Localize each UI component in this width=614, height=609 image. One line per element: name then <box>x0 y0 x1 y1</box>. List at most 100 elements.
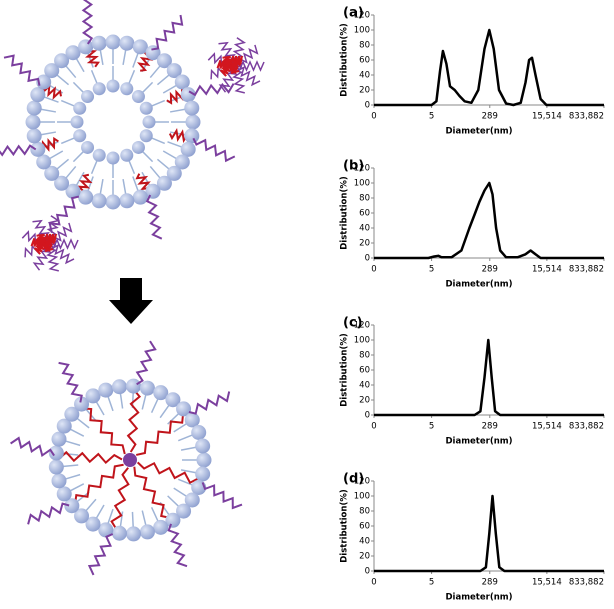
lipid-head <box>184 412 200 428</box>
x-axis-label: Diameter(nm) <box>445 280 512 290</box>
lipid-head <box>98 382 114 398</box>
lipid-tail <box>151 99 166 107</box>
lipid-head <box>191 424 207 440</box>
y-tick-label: 60 <box>359 366 370 376</box>
lipid-tail <box>132 52 140 68</box>
chain <box>151 14 184 51</box>
lipid-tail <box>149 64 162 79</box>
lipid-head <box>180 87 196 103</box>
lipid-head <box>92 148 106 162</box>
chain <box>136 461 201 485</box>
chain <box>229 55 243 68</box>
lipid-tail <box>95 504 105 520</box>
y-tick-label: 20 <box>359 396 370 406</box>
x-tick-label: 0 <box>371 265 376 275</box>
x-tick-label: 15,514 <box>532 578 562 588</box>
lipid-head <box>119 193 135 209</box>
y-tick-label: 20 <box>359 86 370 96</box>
lipid-tail <box>86 176 94 192</box>
lipid-tail <box>162 84 178 94</box>
y-tick-label: 100 <box>354 492 370 502</box>
lipid-head <box>78 189 94 205</box>
lipid-tail <box>107 395 114 412</box>
chain <box>228 58 242 75</box>
lipid-head <box>131 140 145 154</box>
chain <box>87 533 114 576</box>
lipid-tail <box>119 511 124 528</box>
chain <box>58 361 83 403</box>
lipid-tail <box>84 498 97 512</box>
chain <box>42 236 56 253</box>
lipid-head <box>30 141 46 157</box>
chain <box>235 65 261 87</box>
lipid-head <box>51 473 67 489</box>
chain <box>188 391 231 415</box>
lipid-tail <box>167 412 180 425</box>
lipid-head <box>196 452 212 468</box>
y-tick-label: 80 <box>359 194 370 204</box>
panel-label: (d) <box>343 472 364 487</box>
lipid-head <box>73 101 87 115</box>
lipid-tail <box>99 178 104 196</box>
y-tick-label: 80 <box>359 41 370 51</box>
lipid-tail <box>48 150 64 160</box>
chain <box>73 463 124 507</box>
y-tick-label: 120 <box>354 477 370 487</box>
lipid-tail <box>76 417 90 429</box>
panel-label: (c) <box>343 316 363 331</box>
lipid-head <box>184 128 200 144</box>
chain <box>48 195 80 234</box>
lipid-tail <box>119 392 124 409</box>
x-tick-label: 5 <box>429 578 434 588</box>
lipid-tail <box>75 57 85 73</box>
lipid-tail <box>177 478 194 486</box>
chain <box>135 411 185 456</box>
lipid-tail <box>43 95 59 103</box>
lipid-head <box>64 498 80 514</box>
lipid-tail <box>167 495 180 508</box>
lipid-tail <box>150 397 159 414</box>
lipid-head <box>105 194 121 210</box>
lipid-head <box>119 35 135 51</box>
lipid-tail <box>122 178 127 196</box>
y-tick-label: 80 <box>359 351 370 361</box>
y-tick-label: 0 <box>365 254 370 264</box>
lipid-head <box>156 53 172 69</box>
y-tick-label: 60 <box>359 209 370 219</box>
lipid-head <box>195 438 211 454</box>
lipid-head <box>85 516 101 532</box>
chain <box>10 436 55 458</box>
lipid-tail <box>156 73 171 86</box>
chain <box>126 387 142 453</box>
lipid-head <box>30 87 46 103</box>
lipid-head <box>56 486 72 502</box>
lipid-tail <box>149 165 162 180</box>
lipid-head <box>184 100 200 116</box>
y-tick-label: 20 <box>359 552 370 562</box>
y-tick-label: 0 <box>365 411 370 421</box>
y-tick-label: 100 <box>354 336 370 346</box>
lipid-head <box>74 396 90 412</box>
y-tick-label: 20 <box>359 239 370 249</box>
y-tick-label: 120 <box>354 164 370 174</box>
chain <box>81 0 94 45</box>
chain <box>43 233 57 246</box>
lipid-tail <box>141 510 147 527</box>
lipid-head <box>48 459 64 475</box>
lipid-tail <box>60 137 75 145</box>
lipid-head <box>139 129 153 143</box>
chain <box>201 482 243 510</box>
y-tick-label: 0 <box>365 567 370 577</box>
lipid-head <box>132 39 148 55</box>
lipid-head <box>126 526 142 542</box>
line-series <box>374 181 604 260</box>
lipid-head <box>185 114 201 130</box>
y-tick-label: 120 <box>354 321 370 331</box>
lipid-head <box>106 79 120 93</box>
lipid-tail <box>107 508 114 525</box>
lipid-tail <box>132 176 140 192</box>
lipid-head <box>120 82 134 96</box>
lipid-head <box>153 385 169 401</box>
y-axis-label: Distribution(%) <box>340 333 350 407</box>
panel-label: (b) <box>343 159 364 174</box>
